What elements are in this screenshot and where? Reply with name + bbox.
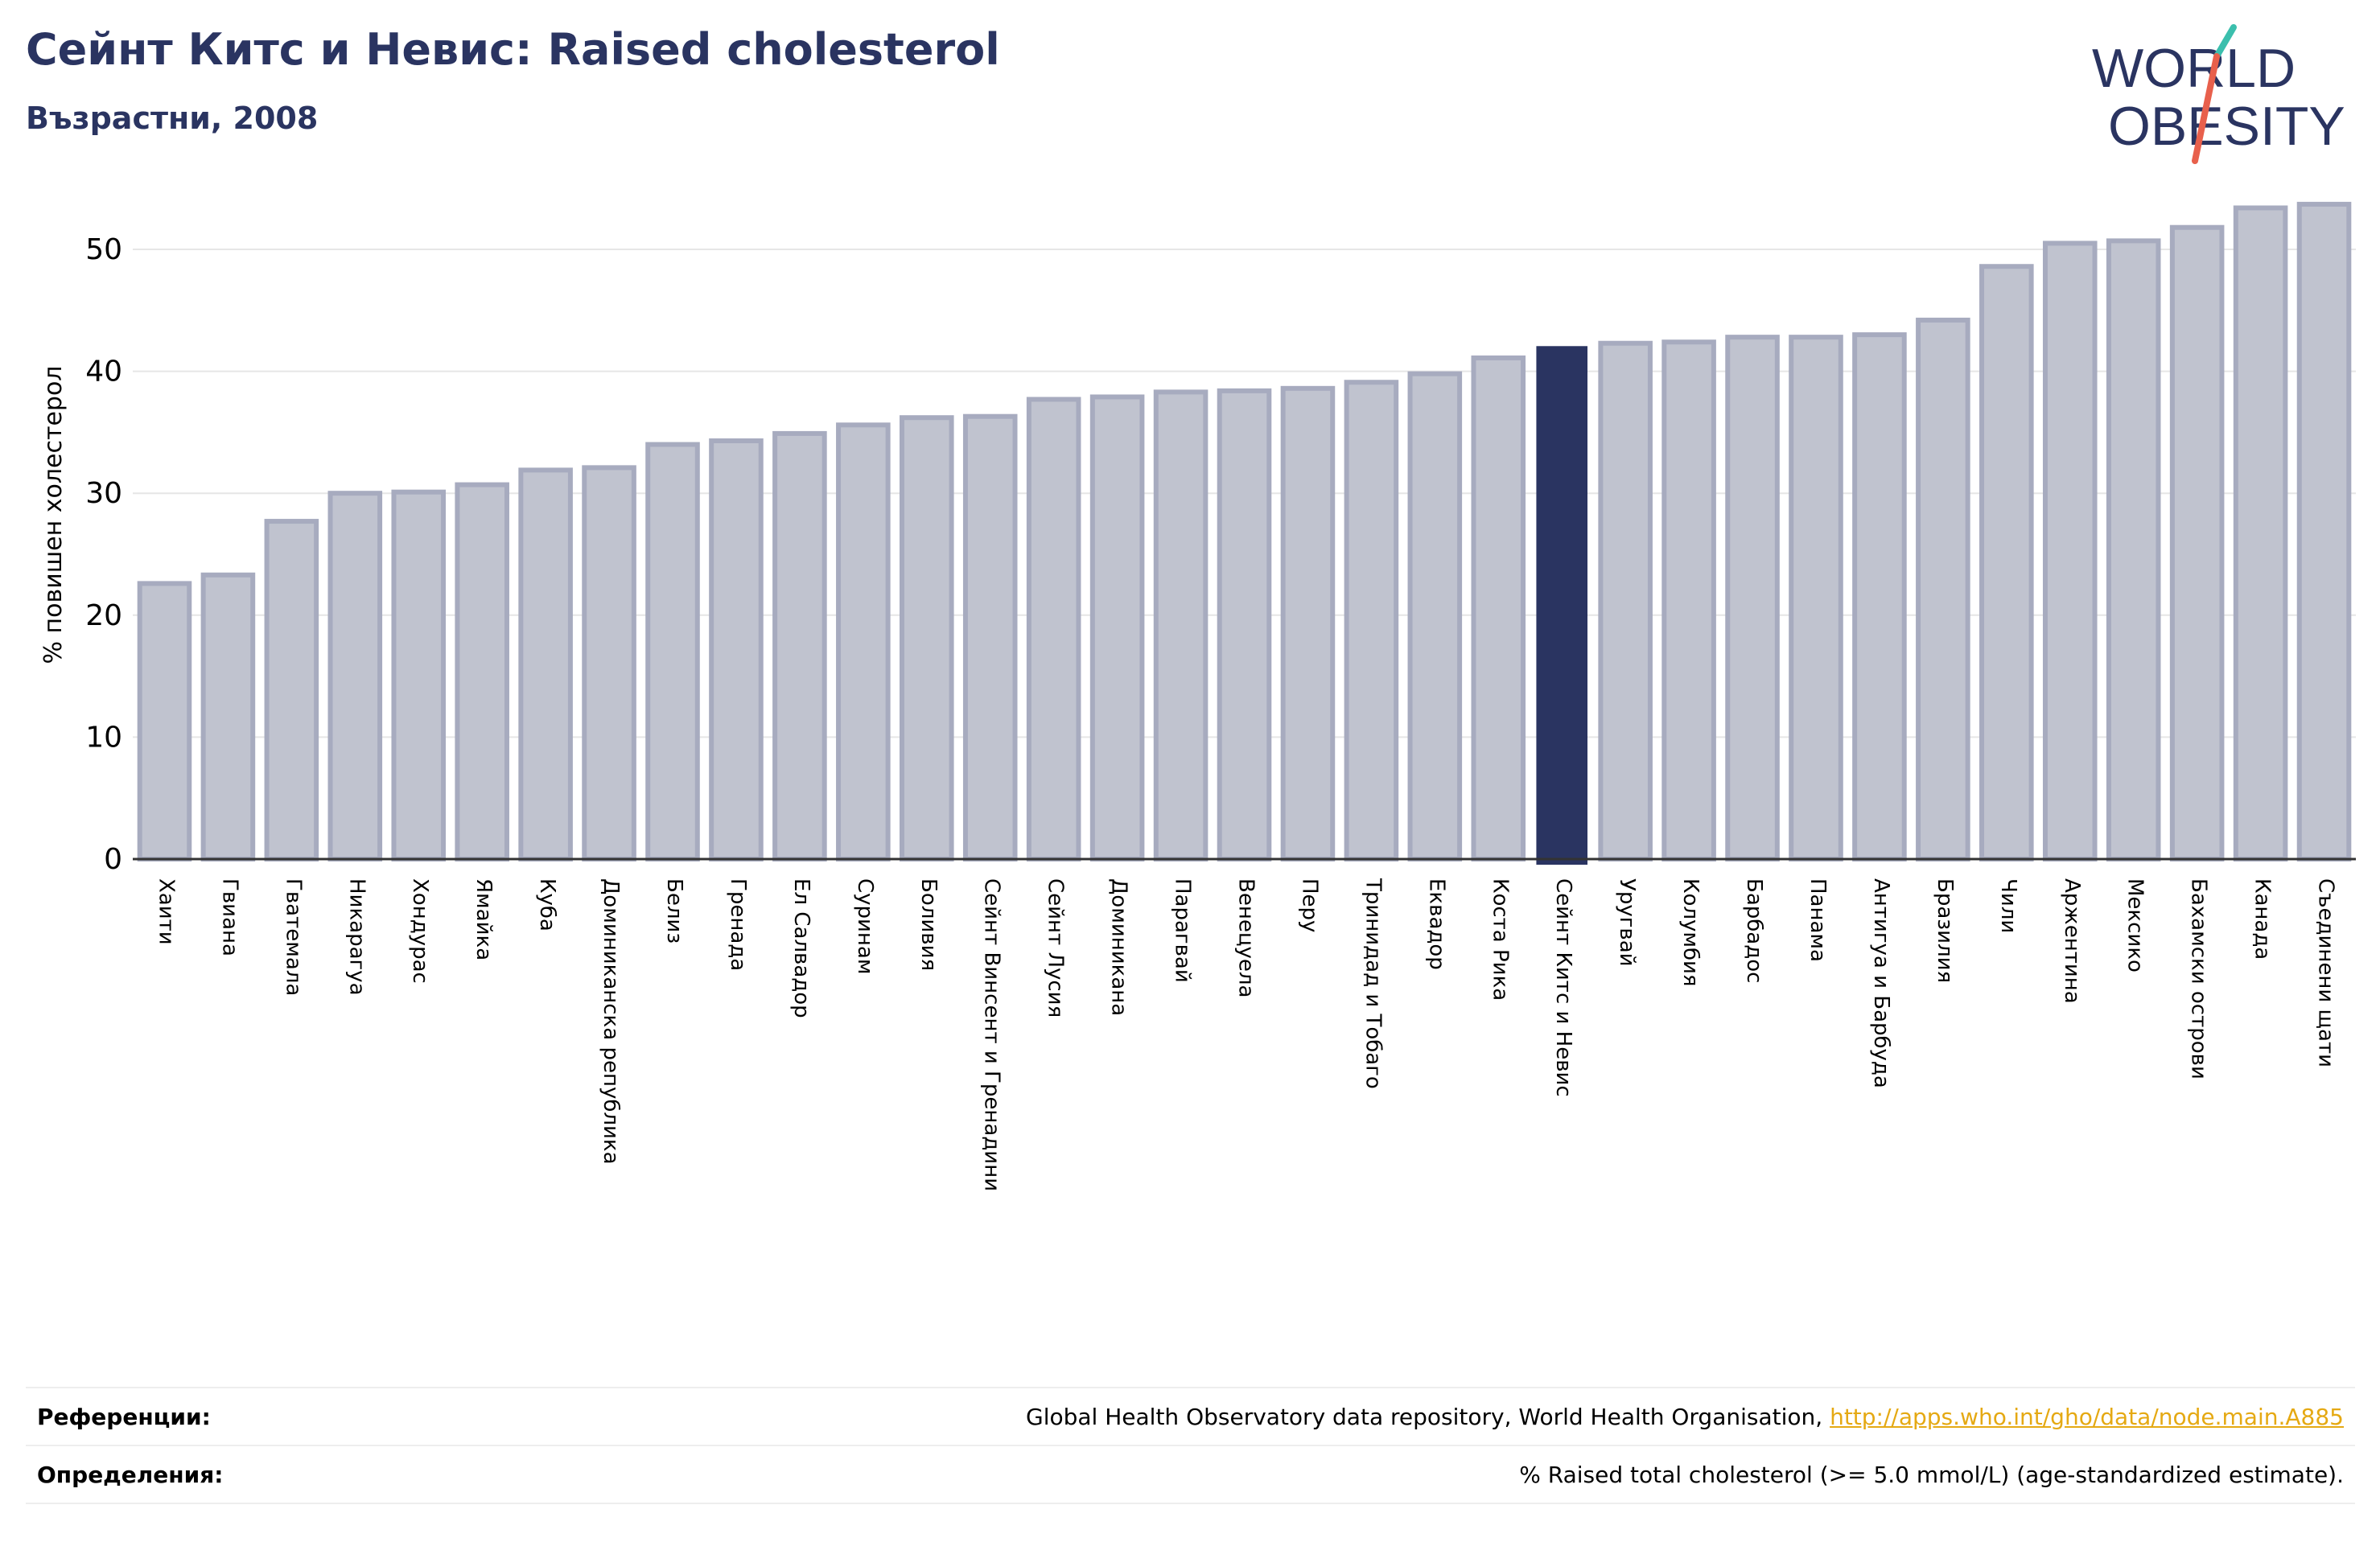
y-tick-label: 20 (85, 599, 122, 632)
x-tick-label: Ямайка (471, 878, 496, 960)
x-tick-label: Доминикана (1107, 878, 1131, 1016)
x-tick-label: Доминиканска република (599, 878, 623, 1165)
x-tick-label: Суринам (853, 878, 877, 975)
x-tick-label: Бахамски острови (2187, 878, 2211, 1079)
bar[interactable] (836, 422, 891, 861)
bar-highlighted[interactable] (1536, 346, 1588, 865)
x-tick-label: Антигуа и Барбуда (1869, 878, 1893, 1088)
definitions-label: Определения: (37, 1461, 224, 1488)
references-text: Global Health Observatory data repositor… (1026, 1403, 1830, 1430)
definitions-row: Определения: % Raised total cholesterol … (26, 1445, 2355, 1504)
x-tick-label: Панама (1806, 878, 1830, 962)
x-tick-label: Куба (535, 878, 559, 931)
bar[interactable] (1661, 339, 1716, 861)
references-row: Референции: Global Health Observatory da… (26, 1387, 2355, 1445)
bar[interactable] (391, 489, 447, 862)
x-tick-label: Бразилия (1933, 878, 1957, 983)
bar[interactable] (1280, 385, 1336, 862)
bar[interactable] (264, 519, 319, 861)
x-tick-label: Гватемала (281, 878, 305, 996)
x-tick-label: Барбадос (1742, 878, 1766, 983)
bar[interactable] (1407, 371, 1463, 861)
bar[interactable] (1344, 380, 1399, 861)
logo-text-obesity: OBESITY (2108, 96, 2345, 157)
logo-slash-top-icon (2213, 24, 2237, 60)
x-tick-label: Гвиана (217, 878, 241, 956)
bar[interactable] (899, 415, 954, 861)
x-tick-label: Канада (2250, 878, 2275, 960)
y-tick-label: 40 (85, 356, 122, 389)
bar[interactable] (137, 581, 192, 861)
references-value: Global Health Observatory data repositor… (1026, 1404, 2355, 1430)
y-axis-label: % повишен холестерол (39, 366, 68, 664)
world-obesity-logo[interactable]: WORLD OBESITY (2092, 23, 2366, 167)
bar[interactable] (200, 572, 256, 861)
x-tick-label: Боливия (916, 878, 941, 971)
logo-slash-bottom-icon (2192, 53, 2220, 164)
x-tick-label: Хаити (154, 878, 178, 945)
references-label: Референции: (37, 1403, 211, 1430)
bar[interactable] (582, 465, 636, 861)
bar[interactable] (455, 482, 509, 861)
x-tick-label: Мексико (2123, 878, 2147, 972)
bars (137, 201, 2352, 865)
y-tick-label: 50 (85, 233, 122, 266)
x-tick-label: Тринидад и Тобаго (1361, 878, 1385, 1089)
axes: 0 10 20 30 40 50 Хаити Гвиана Гватемала Никарагуа… (85, 233, 2356, 1191)
bar[interactable] (1852, 332, 1907, 861)
bar[interactable] (1598, 340, 1653, 861)
x-tick-label: Парагвай (1171, 878, 1195, 983)
bar[interactable] (1089, 394, 1145, 862)
x-tick-label: Хондурас (408, 878, 432, 984)
y-tick-label: 0 (104, 843, 122, 876)
x-tick-label: Колумбия (1678, 878, 1703, 987)
chart-title: Сейнт Китс и Невис: Raised cholesterol (26, 24, 1000, 75)
x-tick-label: Коста Рика (1488, 878, 1512, 1001)
y-tick-label: 10 (85, 721, 122, 754)
bar[interactable] (2106, 238, 2161, 861)
x-tick-label: Чили (1996, 878, 2020, 933)
x-tick-label: Сейнт Винсент и Гренадини (980, 878, 1004, 1191)
bar[interactable] (2296, 201, 2352, 861)
x-tick-label: Ел Салвадор (789, 878, 813, 1018)
bar[interactable] (645, 442, 700, 861)
chart-subtitle: Възрастни, 2008 (26, 101, 319, 136)
x-tick-label: Перу (1297, 878, 1321, 932)
bar[interactable] (1217, 388, 1272, 861)
bar[interactable] (1026, 397, 1081, 861)
bar[interactable] (772, 430, 827, 861)
x-tick-label: Аржентина (2060, 878, 2084, 1004)
bar[interactable] (1916, 317, 1970, 862)
bar[interactable] (1725, 335, 1780, 862)
x-tick-label: Гренада (726, 878, 750, 971)
y-tick-label: 30 (85, 477, 122, 510)
x-tick-label: Сейнт Лусия (1044, 878, 1068, 1018)
bar[interactable] (2233, 205, 2288, 861)
x-tick-label: Уругвай (1615, 878, 1639, 967)
logo-text-world: WORLD (2092, 38, 2296, 99)
bar[interactable] (1471, 355, 1526, 861)
bar[interactable] (709, 438, 764, 861)
x-tick-label: Никарагуа (344, 878, 369, 996)
bar[interactable] (327, 491, 383, 861)
bar[interactable] (2169, 224, 2225, 862)
x-tick-label: Белиз (662, 878, 686, 944)
x-tick-label: Венецуела (1234, 878, 1258, 997)
x-tick-label: Съединени щати (2314, 878, 2338, 1067)
bar-chart: 0 10 20 30 40 50 Хаити Гвиана Гватемала Никарагуа… (39, 201, 2356, 1191)
bar[interactable] (1789, 335, 1843, 862)
references-link[interactable]: http://apps.who.int/gho/data/node.main.A… (1830, 1403, 2344, 1430)
bar[interactable] (2042, 241, 2098, 862)
x-tick-label: Еквадор (1424, 878, 1448, 970)
x-tick-label: Сейнт Китс и Невис (1551, 878, 1575, 1097)
bar[interactable] (518, 467, 573, 861)
definitions-value: % Raised total cholesterol (>= 5.0 mmol/… (1519, 1461, 2344, 1488)
bar[interactable] (962, 413, 1018, 861)
bar[interactable] (1979, 264, 2034, 861)
bar[interactable] (1153, 389, 1209, 861)
